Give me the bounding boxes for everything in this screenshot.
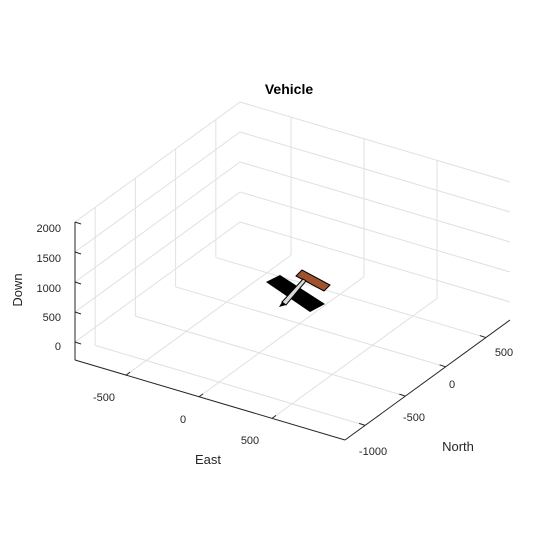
north-tick-labels: -1000 -500 0 500 bbox=[359, 347, 513, 458]
east-tick-labels: -500 0 500 bbox=[93, 392, 259, 447]
east-tick-mark bbox=[125, 371, 131, 376]
grid-line bbox=[74, 221, 241, 343]
axis-lines bbox=[74, 221, 511, 441]
grid-line bbox=[74, 161, 241, 283]
north-tick-mark bbox=[479, 335, 487, 339]
grid-line bbox=[74, 101, 241, 223]
grid-lines bbox=[74, 101, 511, 426]
north-tick-mark bbox=[399, 393, 406, 397]
down-tick-mark bbox=[74, 281, 82, 285]
east-tick-mark bbox=[271, 414, 277, 419]
down-tick-mark bbox=[74, 251, 82, 255]
grid-line bbox=[94, 344, 366, 426]
grid-line bbox=[239, 191, 511, 273]
east-tick-label: 0 bbox=[180, 414, 186, 426]
east-tick-label: -500 bbox=[93, 392, 115, 404]
grid-line bbox=[215, 257, 486, 339]
grid-line bbox=[74, 191, 241, 313]
vehicle-aircraft bbox=[266, 269, 331, 312]
down-tick-label: 1000 bbox=[37, 283, 61, 295]
east-axis-label: East bbox=[195, 452, 221, 467]
north-tick-label: -500 bbox=[403, 412, 425, 424]
north-tick-label: 500 bbox=[495, 347, 513, 359]
grid-line bbox=[125, 254, 292, 376]
down-tick-label: 500 bbox=[43, 312, 61, 324]
aircraft-nose bbox=[279, 302, 286, 307]
grid-line bbox=[74, 131, 241, 253]
east-axis-line bbox=[74, 359, 346, 441]
grid-line bbox=[239, 131, 511, 213]
down-tick-label: 2000 bbox=[37, 223, 61, 235]
down-axis-label: Down bbox=[10, 273, 25, 306]
down-tick-label: 0 bbox=[55, 341, 61, 353]
east-tick-mark bbox=[198, 393, 204, 398]
grid-line bbox=[239, 101, 511, 183]
down-tick-mark bbox=[74, 221, 82, 225]
grid-line bbox=[135, 315, 406, 397]
north-tick-label: 0 bbox=[449, 379, 455, 391]
north-axis-line bbox=[344, 319, 511, 441]
north-tick-mark bbox=[439, 364, 446, 368]
chart-title: Vehicle bbox=[265, 81, 313, 97]
grid-line bbox=[271, 297, 438, 419]
grid-line bbox=[175, 286, 446, 368]
grid-line bbox=[198, 276, 365, 398]
down-tick-mark bbox=[74, 311, 82, 315]
down-tick-labels: 0 500 1000 1500 2000 bbox=[37, 223, 61, 353]
grid-line bbox=[239, 221, 511, 303]
north-tick-mark bbox=[358, 422, 366, 426]
north-axis-label: North bbox=[442, 439, 474, 454]
down-tick-label: 1500 bbox=[37, 253, 61, 265]
aircraft-horizontal-tail bbox=[295, 269, 331, 292]
north-tick-label: -1000 bbox=[359, 446, 387, 458]
east-tick-label: 500 bbox=[241, 435, 259, 447]
grid-line bbox=[239, 161, 511, 243]
down-tick-mark bbox=[74, 341, 82, 345]
